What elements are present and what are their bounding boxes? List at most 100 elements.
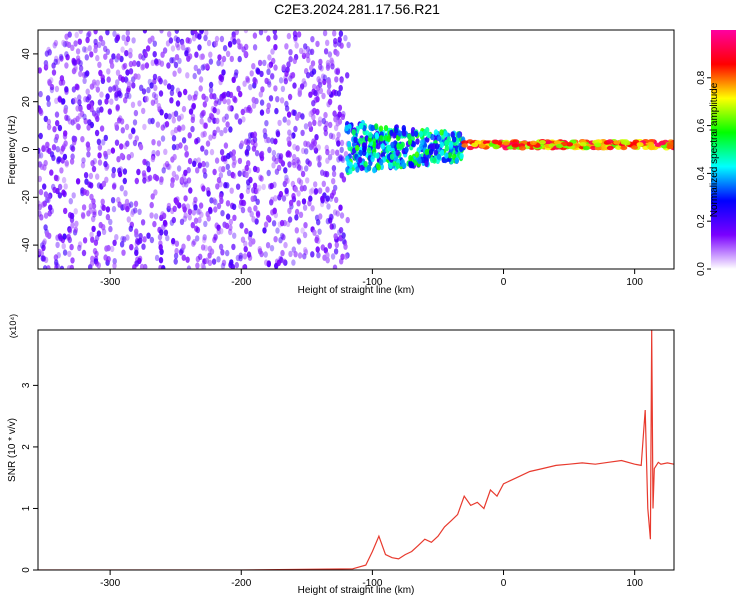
heatmap-cell bbox=[186, 177, 192, 184]
heatmap-cell bbox=[448, 141, 454, 148]
heatmap-cell bbox=[297, 252, 303, 259]
heatmap-cell bbox=[636, 142, 644, 147]
heatmap-cell bbox=[111, 85, 117, 92]
heatmap-cell bbox=[59, 55, 64, 62]
heatmap-cell bbox=[237, 55, 242, 63]
heatmap-cell bbox=[226, 152, 231, 160]
heatmap-cell bbox=[401, 125, 406, 132]
heatmap-cell bbox=[273, 138, 278, 145]
heatmap-cell bbox=[125, 234, 130, 241]
heatmap-cell bbox=[283, 167, 288, 174]
heatmap-cell bbox=[228, 126, 233, 133]
heatmap-cell bbox=[156, 102, 162, 110]
heatmap-cell bbox=[193, 204, 198, 211]
heatmap-cell bbox=[338, 84, 343, 92]
heatmap-cell bbox=[183, 169, 188, 176]
heatmap-cell bbox=[394, 127, 399, 134]
heatmap-cell bbox=[77, 112, 83, 120]
heatmap-cell bbox=[218, 181, 223, 188]
heatmap-cell bbox=[317, 228, 322, 235]
heatmap-cell bbox=[155, 121, 161, 128]
heatmap-cell bbox=[104, 245, 109, 252]
heatmap-cell bbox=[207, 116, 212, 123]
heatmap-cell bbox=[212, 129, 217, 137]
heatmap-cell bbox=[325, 195, 330, 202]
heatmap-cell bbox=[163, 148, 168, 155]
heatmap-cell bbox=[315, 84, 321, 92]
heatmap-cell bbox=[248, 230, 253, 237]
heatmap-cell bbox=[334, 241, 339, 249]
heatmap-cell bbox=[164, 160, 170, 168]
heatmap-cell bbox=[257, 59, 263, 67]
x-tick-label: -200 bbox=[231, 277, 251, 288]
heatmap-cell bbox=[434, 143, 440, 150]
heatmap-cell bbox=[232, 38, 237, 45]
heatmap-cell bbox=[274, 107, 279, 115]
heatmap-cell bbox=[141, 243, 146, 250]
heatmap-cell bbox=[304, 165, 309, 172]
heatmap-cell bbox=[253, 78, 258, 85]
heatmap-cell bbox=[338, 30, 344, 37]
heatmap-cell bbox=[239, 222, 244, 229]
heatmap-cell bbox=[83, 118, 88, 125]
heatmap-cell bbox=[305, 141, 311, 148]
heatmap-cell bbox=[149, 201, 154, 209]
heatmap-cell bbox=[317, 161, 322, 168]
heatmap-cell bbox=[205, 63, 210, 70]
heatmap-cell bbox=[80, 162, 86, 169]
heatmap-cell bbox=[237, 43, 242, 50]
heatmap-cell bbox=[144, 95, 149, 103]
heatmap-cell bbox=[115, 69, 121, 76]
heatmap-cell bbox=[286, 111, 292, 118]
heatmap-cell bbox=[187, 214, 192, 221]
heatmap-cell bbox=[200, 145, 205, 152]
heatmap-cell bbox=[163, 79, 168, 86]
heatmap-cell bbox=[459, 152, 464, 160]
heatmap-cell bbox=[85, 70, 90, 77]
heatmap-cell bbox=[252, 131, 258, 138]
heatmap-cell bbox=[298, 165, 304, 172]
heatmap-cell bbox=[78, 65, 84, 72]
heatmap-cell bbox=[125, 140, 130, 147]
heatmap-cell bbox=[100, 74, 105, 81]
heatmap-cell bbox=[288, 75, 293, 82]
heatmap-cell bbox=[103, 254, 108, 261]
heatmap-cell bbox=[287, 161, 292, 168]
heatmap-cell bbox=[42, 265, 48, 269]
heatmap-cell bbox=[89, 182, 94, 189]
heatmap-cell bbox=[333, 41, 338, 48]
heatmap-cell bbox=[174, 199, 180, 206]
heatmap-cell bbox=[247, 254, 253, 261]
heatmap-cell bbox=[42, 238, 47, 245]
heatmap-cell bbox=[261, 183, 266, 191]
heatmap-cell bbox=[264, 120, 269, 127]
heatmap-cell bbox=[325, 186, 330, 193]
heatmap-cell bbox=[95, 54, 100, 62]
heatmap-cell bbox=[152, 220, 157, 228]
heatmap-cell bbox=[112, 239, 117, 246]
heatmap-cell bbox=[57, 95, 62, 102]
heatmap-cell bbox=[142, 236, 147, 243]
heatmap-cell bbox=[94, 234, 100, 242]
heatmap-cell bbox=[579, 142, 587, 147]
heatmap-cell bbox=[168, 37, 174, 44]
heatmap-cell bbox=[82, 46, 87, 53]
heatmap-cell bbox=[325, 157, 330, 164]
colorbar-tick-label: 0.2 bbox=[696, 214, 707, 228]
heatmap-cell bbox=[370, 155, 375, 163]
heatmap-cell bbox=[124, 50, 129, 57]
heatmap-cell bbox=[59, 167, 64, 174]
heatmap-cell bbox=[339, 172, 344, 179]
heatmap-cell bbox=[296, 238, 302, 245]
heatmap-cell bbox=[46, 123, 52, 131]
y-tick-label: 20 bbox=[21, 96, 32, 108]
heatmap-cell bbox=[224, 222, 230, 230]
heatmap-cell bbox=[318, 213, 323, 220]
heatmap-cell bbox=[61, 176, 67, 184]
heatmap-cell bbox=[566, 142, 574, 147]
heatmap-cell bbox=[374, 132, 379, 139]
heatmap-cell bbox=[255, 67, 260, 74]
heatmap-cell bbox=[316, 76, 321, 83]
heatmap-cell bbox=[40, 242, 45, 249]
heatmap-cell bbox=[358, 137, 363, 144]
